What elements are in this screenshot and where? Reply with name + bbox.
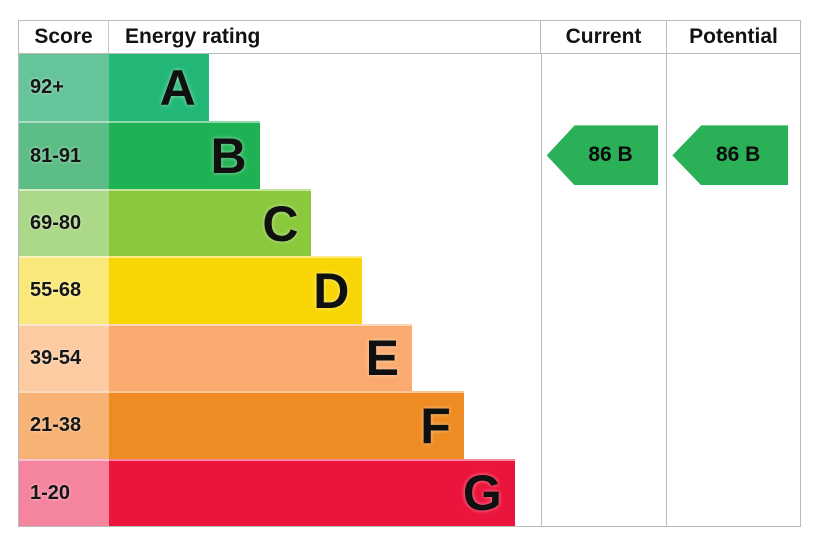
bar-area: E (109, 323, 541, 392)
rating-bar-g: G (109, 458, 515, 526)
band-row-a: 92+ A (19, 54, 541, 122)
score-range-label: 39-54 (19, 323, 109, 392)
bar-area: F (109, 391, 541, 459)
rating-letter: F (420, 397, 451, 454)
table-body: 92+ A 81-91 B 69-8 (19, 54, 800, 526)
potential-column: 86 B (666, 54, 800, 526)
band-row-e: 39-54 E (19, 323, 541, 392)
rating-letter: B (210, 128, 247, 185)
current-column: 86 B (540, 54, 667, 526)
rating-bar-e: E (109, 323, 413, 392)
band-row-d: 55-68 D (19, 256, 541, 324)
score-range-label: 69-80 (19, 188, 109, 257)
band-row-f: 21-38 F (19, 391, 541, 459)
energy-rating-header: Energy rating (125, 25, 261, 48)
rating-letter: D (313, 262, 350, 319)
score-header: Score (19, 21, 109, 53)
score-range-label: 55-68 (19, 256, 109, 324)
bar-area: A (109, 54, 541, 122)
current-header: Current (540, 21, 666, 53)
rating-letter: A (159, 59, 196, 116)
potential-rating-label: 86 B (715, 143, 761, 167)
epc-table: Score Energy rating Current Potential 92… (18, 20, 801, 527)
rating-bar-f: F (109, 391, 464, 459)
score-range-label: 1-20 (19, 458, 109, 526)
band-row-b: 81-91 B (19, 121, 541, 189)
rating-letter: G (462, 465, 502, 522)
score-range-label: 21-38 (19, 391, 109, 459)
band-row-c: 69-80 C (19, 188, 541, 257)
rating-bar-c: C (109, 188, 312, 257)
bar-area: D (109, 256, 541, 324)
rating-letter: E (365, 330, 400, 387)
table-header: Score Energy rating Current Potential (19, 21, 800, 54)
bar-area: C (109, 188, 541, 257)
bar-area: G (109, 458, 541, 526)
current-rating-arrow: 86 B (546, 125, 659, 186)
score-range-label: 92+ (19, 54, 109, 122)
rating-bar-b: B (109, 121, 260, 189)
bar-area: B (109, 121, 541, 189)
potential-rating-arrow: 86 B (672, 125, 788, 186)
rating-bar-d: D (109, 256, 363, 324)
rating-letter: C (262, 195, 299, 252)
score-range-label: 81-91 (19, 121, 109, 189)
potential-header: Potential (666, 21, 800, 53)
rating-bands: 92+ A 81-91 B 69-8 (19, 54, 541, 526)
band-row-g: 1-20 G (19, 458, 541, 526)
current-rating-label: 86 B (588, 143, 633, 167)
rating-bar-a: A (109, 54, 209, 122)
